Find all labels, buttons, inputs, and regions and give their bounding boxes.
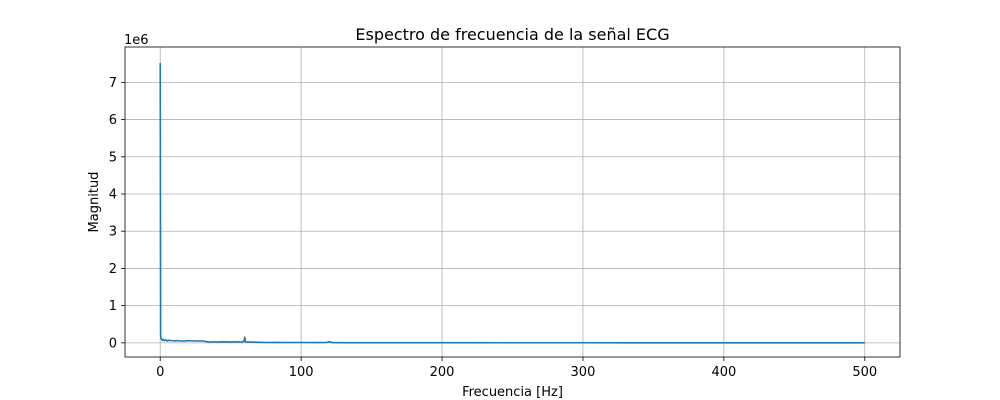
y-tick-label: 1 — [109, 299, 117, 314]
x-tick-label: 400 — [711, 365, 736, 380]
y-axis-label: Magnitud — [87, 172, 102, 233]
y-tick-label: 4 — [109, 187, 117, 202]
y-tick-label: 6 — [109, 113, 117, 128]
y-axis-offset-label: 1e6 — [124, 33, 149, 48]
tick-layer: 0 100 200 300 400 500 0 1 2 3 4 5 6 7 — [109, 76, 877, 380]
x-tick-label: 100 — [289, 365, 314, 380]
x-tick-label: 0 — [156, 365, 164, 380]
chart-title: Espectro de frecuencia de la señal ECG — [355, 25, 669, 44]
y-tick-label: 3 — [109, 225, 117, 240]
x-axis-label: Frecuencia [Hz] — [462, 385, 563, 400]
x-tick-label: 300 — [571, 365, 596, 380]
y-tick-label: 7 — [109, 76, 117, 91]
grid-layer — [125, 47, 900, 357]
plot-frame — [124, 46, 901, 358]
y-tick-label: 5 — [109, 150, 117, 165]
spectrum-line — [159, 62, 865, 344]
x-tick-label: 500 — [852, 365, 877, 380]
y-tick-label: 0 — [109, 336, 117, 351]
y-tick-label: 2 — [109, 262, 117, 277]
data-layer — [159, 62, 865, 344]
x-tick-label: 200 — [430, 365, 455, 380]
